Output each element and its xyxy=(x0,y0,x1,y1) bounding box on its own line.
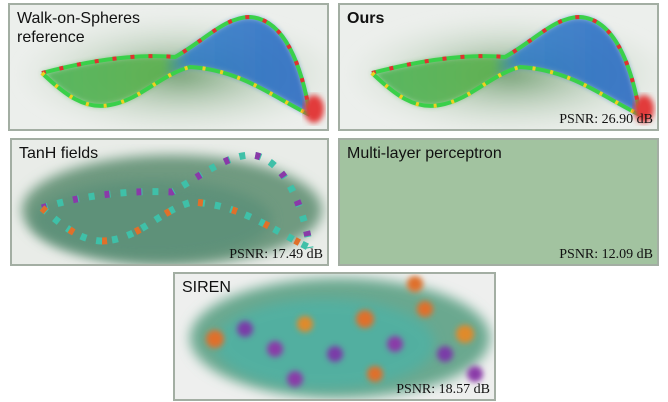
panel: SIREN PSNR: 18.57 dB xyxy=(173,272,496,401)
panel-title: Walk-on-Spheres reference xyxy=(17,9,147,47)
panel: Ours PSNR: 26.90 dB xyxy=(338,3,659,131)
psnr-label: PSNR: 12.09 dB xyxy=(559,247,653,263)
psnr-label: PSNR: 26.90 dB xyxy=(559,112,653,128)
panel-title: Multi-layer perceptron xyxy=(347,144,647,163)
panel-title: SIREN xyxy=(182,278,312,297)
panel: Walk-on-Spheres reference xyxy=(8,3,329,131)
panel-title: TanH fields xyxy=(19,144,149,163)
panel: TanH fields PSNR: 17.49 dB xyxy=(10,138,329,266)
panel-title: Ours xyxy=(347,9,477,28)
figure: Walk-on-Spheres reference Ours PSNR: 26.… xyxy=(0,0,668,402)
psnr-label: PSNR: 17.49 dB xyxy=(229,247,323,263)
panel: Multi-layer perceptron PSNR: 12.09 dB xyxy=(338,138,659,266)
psnr-label: PSNR: 18.57 dB xyxy=(396,382,490,398)
